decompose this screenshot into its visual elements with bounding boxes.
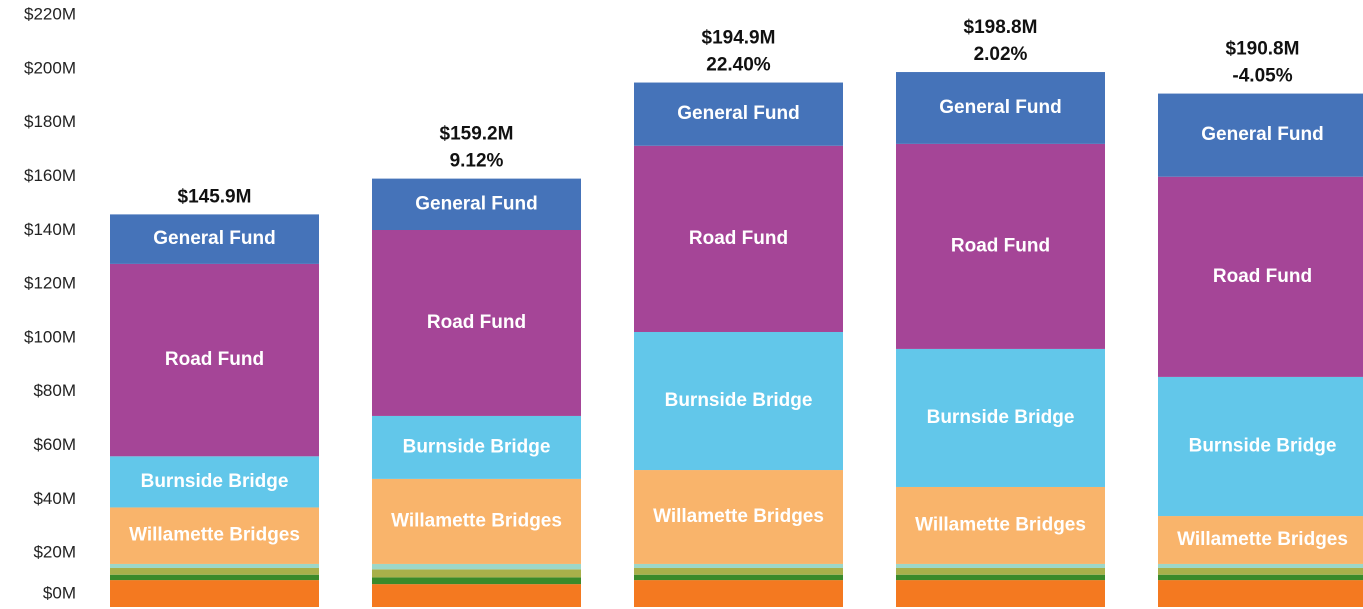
bar-segment [372, 478, 581, 564]
y-tick-label: $180M [24, 112, 76, 131]
bar-segment [896, 143, 1105, 349]
bar-segment [634, 331, 843, 471]
y-tick-label: $120M [24, 274, 76, 293]
bar-segment [110, 507, 319, 564]
bar-segment [110, 574, 319, 581]
bar-segment [372, 577, 581, 585]
bar-segment [372, 415, 581, 479]
change-label: 22.40% [706, 55, 771, 76]
bar-segment [1158, 176, 1363, 377]
segment-label: Burnside Bridge [403, 436, 551, 457]
y-tick-label: $100M [24, 327, 76, 346]
bar-segment [1158, 580, 1363, 607]
y-tick-label: $140M [24, 220, 76, 239]
y-tick-label: $60M [33, 435, 76, 454]
bar-segment [1158, 567, 1363, 575]
segment-label: General Fund [415, 193, 537, 214]
bar-segment [110, 263, 319, 457]
bar-segment [110, 563, 319, 568]
segment-label: Burnside Bridge [141, 471, 289, 492]
segment-label: Willamette Bridges [915, 514, 1086, 535]
bar-segment [1158, 516, 1363, 564]
bar-segment [896, 567, 1105, 575]
bar-segment [634, 470, 843, 564]
total-label: $194.9M [702, 28, 776, 49]
bar-segment [634, 580, 843, 607]
y-tick-label: $40M [33, 489, 76, 508]
bar-segment [110, 580, 319, 607]
y-tick-label: $0M [43, 583, 76, 602]
bar-segment [1158, 93, 1363, 177]
total-label: $198.8M [964, 17, 1038, 38]
bar-segment [1158, 574, 1363, 581]
bar-segment [110, 214, 319, 264]
bar-segment [372, 569, 581, 578]
segment-label: General Fund [677, 103, 799, 124]
segment-label: Willamette Bridges [129, 525, 300, 546]
change-label: -4.05% [1232, 66, 1292, 87]
bar-segment [372, 178, 581, 231]
segment-label: Road Fund [689, 228, 788, 249]
y-tick-label: $160M [24, 166, 76, 185]
y-tick-label: $220M [24, 4, 76, 23]
total-label: $190.8M [1226, 39, 1300, 60]
segment-label: General Fund [939, 97, 1061, 118]
bar-segment [372, 584, 581, 607]
segment-label: Road Fund [427, 312, 526, 333]
segment-label: General Fund [153, 228, 275, 249]
bar-segment [372, 563, 581, 570]
segment-label: Burnside Bridge [665, 390, 813, 411]
bar-segment [110, 456, 319, 508]
bar-segment [896, 348, 1105, 487]
segment-label: Burnside Bridge [1189, 436, 1337, 457]
bar-segment [1158, 563, 1363, 568]
y-tick-label: $80M [33, 381, 76, 400]
bar-segment [634, 82, 843, 146]
bar-segment [110, 567, 319, 575]
segment-label: Burnside Bridge [927, 407, 1075, 428]
bar-segment [634, 563, 843, 568]
bar-segment [372, 230, 581, 416]
segment-label: General Fund [1201, 124, 1323, 145]
bar-segment [1158, 376, 1363, 517]
bar-segment [896, 580, 1105, 607]
bar-segment [634, 574, 843, 581]
segment-label: Road Fund [951, 235, 1050, 256]
segment-label: Road Fund [165, 349, 264, 370]
bar-segment [896, 486, 1105, 564]
total-label: $145.9M [178, 186, 252, 207]
segment-label: Willamette Bridges [653, 506, 824, 527]
bar-segment [896, 72, 1105, 144]
bar-segment [896, 563, 1105, 568]
y-tick-label: $200M [24, 58, 76, 77]
segment-label: Willamette Bridges [391, 510, 562, 531]
change-label: 9.12% [450, 151, 504, 172]
bar-segment [634, 567, 843, 575]
y-tick-label: $20M [33, 543, 76, 562]
segment-label: Willamette Bridges [1177, 529, 1348, 550]
change-label: 2.02% [974, 44, 1028, 65]
total-label: $159.2M [440, 124, 514, 145]
bar-segment [896, 574, 1105, 581]
segment-label: Road Fund [1213, 266, 1312, 287]
bar-segment [634, 145, 843, 332]
